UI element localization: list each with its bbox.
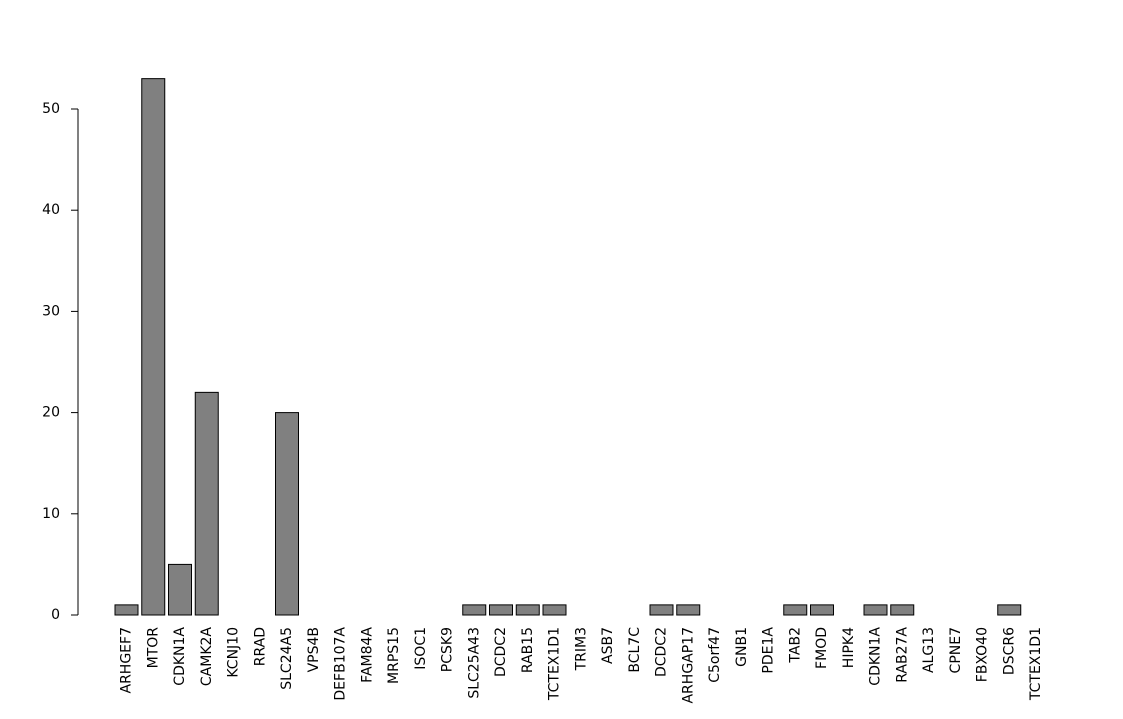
x-tick-label: CDKN1A [172,627,188,686]
x-tick-label: HIPK4 [841,627,857,668]
x-tick-label: PCSK9 [440,627,456,672]
y-tick-label: 0 [51,607,60,623]
x-tick-label: ARHGEF7 [119,627,135,694]
x-tick-label: BCL7C [627,627,643,673]
x-tick-label: TCTEX1D1 [547,627,563,701]
bar [542,604,567,616]
bar [997,604,1022,616]
bar [890,604,915,616]
y-tick-label: 20 [42,405,60,421]
y-tick-label: 50 [42,101,60,117]
x-tick-label: CDKN1A [868,627,884,686]
x-tick-label: ARHGAP17 [680,627,696,704]
bar [462,604,487,616]
x-tick-label: VPS4B [306,627,322,672]
bar [194,391,219,616]
y-tick-label: 30 [42,303,60,319]
bar [141,78,166,616]
x-tick-label: ASB7 [600,627,616,664]
bar [489,604,513,616]
x-tick-label: MRPS15 [386,627,402,684]
y-tick-label: 40 [42,202,60,218]
x-tick-label: TCTEX1D1 [1028,627,1044,701]
x-tick-label: FAM84A [359,627,375,683]
bar [810,604,834,616]
x-tick-label: DCDC2 [493,627,509,677]
x-tick-label: FMOD [814,627,830,669]
x-tick-label: SLC25A43 [466,627,482,699]
x-tick-label: FBXO40 [975,627,991,682]
y-tick-label: 10 [42,506,60,522]
bar [515,604,540,616]
x-tick-label: PDE1A [761,627,777,674]
bar [863,604,888,616]
x-tick-label: CAMK2A [199,627,215,687]
x-tick-label: RAB27A [894,627,910,683]
x-tick-label: TAB2 [787,627,803,664]
bar [114,604,139,616]
x-tick-label: DCDC2 [654,627,670,677]
x-tick-label: DSCR6 [1001,627,1017,675]
x-tick-label: CPNE7 [948,627,964,673]
x-tick-label: GNB1 [734,627,750,667]
x-tick-label: DEFB107A [333,627,349,701]
x-tick-label: TRIM3 [573,627,589,671]
x-tick-label: C5orf47 [707,627,723,683]
x-tick-label: SLC24A5 [279,627,295,690]
bar [783,604,808,616]
x-tick-label: RRAD [252,627,268,666]
bar [676,604,701,616]
bar [649,604,674,616]
x-tick-label: MTOR [145,627,161,669]
x-tick-label: RAB15 [520,627,536,673]
x-tick-label: ALG13 [921,627,937,673]
bar [275,412,299,616]
bar [168,563,192,616]
x-tick-label: KCNJ10 [226,627,242,678]
x-tick-label: ISOC1 [413,627,429,670]
